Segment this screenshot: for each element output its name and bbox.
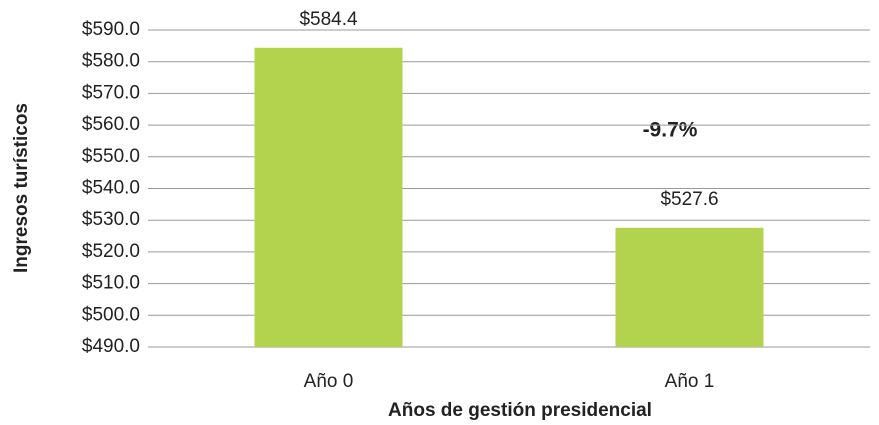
y-tick-label: $550.0: [82, 146, 140, 167]
y-tick-label: $520.0: [82, 241, 140, 262]
bar: [254, 47, 403, 347]
y-tick-label: $570.0: [82, 82, 140, 103]
y-axis-title: Ingresos turísticos: [11, 103, 32, 273]
x-tick-label: Año 1: [665, 371, 715, 392]
y-tick-label: $580.0: [82, 51, 140, 72]
y-tick-label: $540.0: [82, 178, 140, 199]
y-tick-label: $510.0: [82, 273, 140, 294]
y-tick-label: $490.0: [82, 336, 140, 357]
x-axis-title: Años de gestión presidencial: [388, 400, 652, 421]
y-tick-label: $590.0: [82, 19, 140, 40]
annotation: -9.7%: [643, 119, 698, 142]
data-label: $527.6: [660, 189, 718, 210]
bar: [615, 227, 764, 347]
y-tick-label: $530.0: [82, 209, 140, 230]
y-tick-label: $560.0: [82, 114, 140, 135]
y-tick-label: $500.0: [82, 304, 140, 325]
x-tick-label: Año 0: [304, 371, 354, 392]
data-label: $584.4: [299, 9, 358, 30]
